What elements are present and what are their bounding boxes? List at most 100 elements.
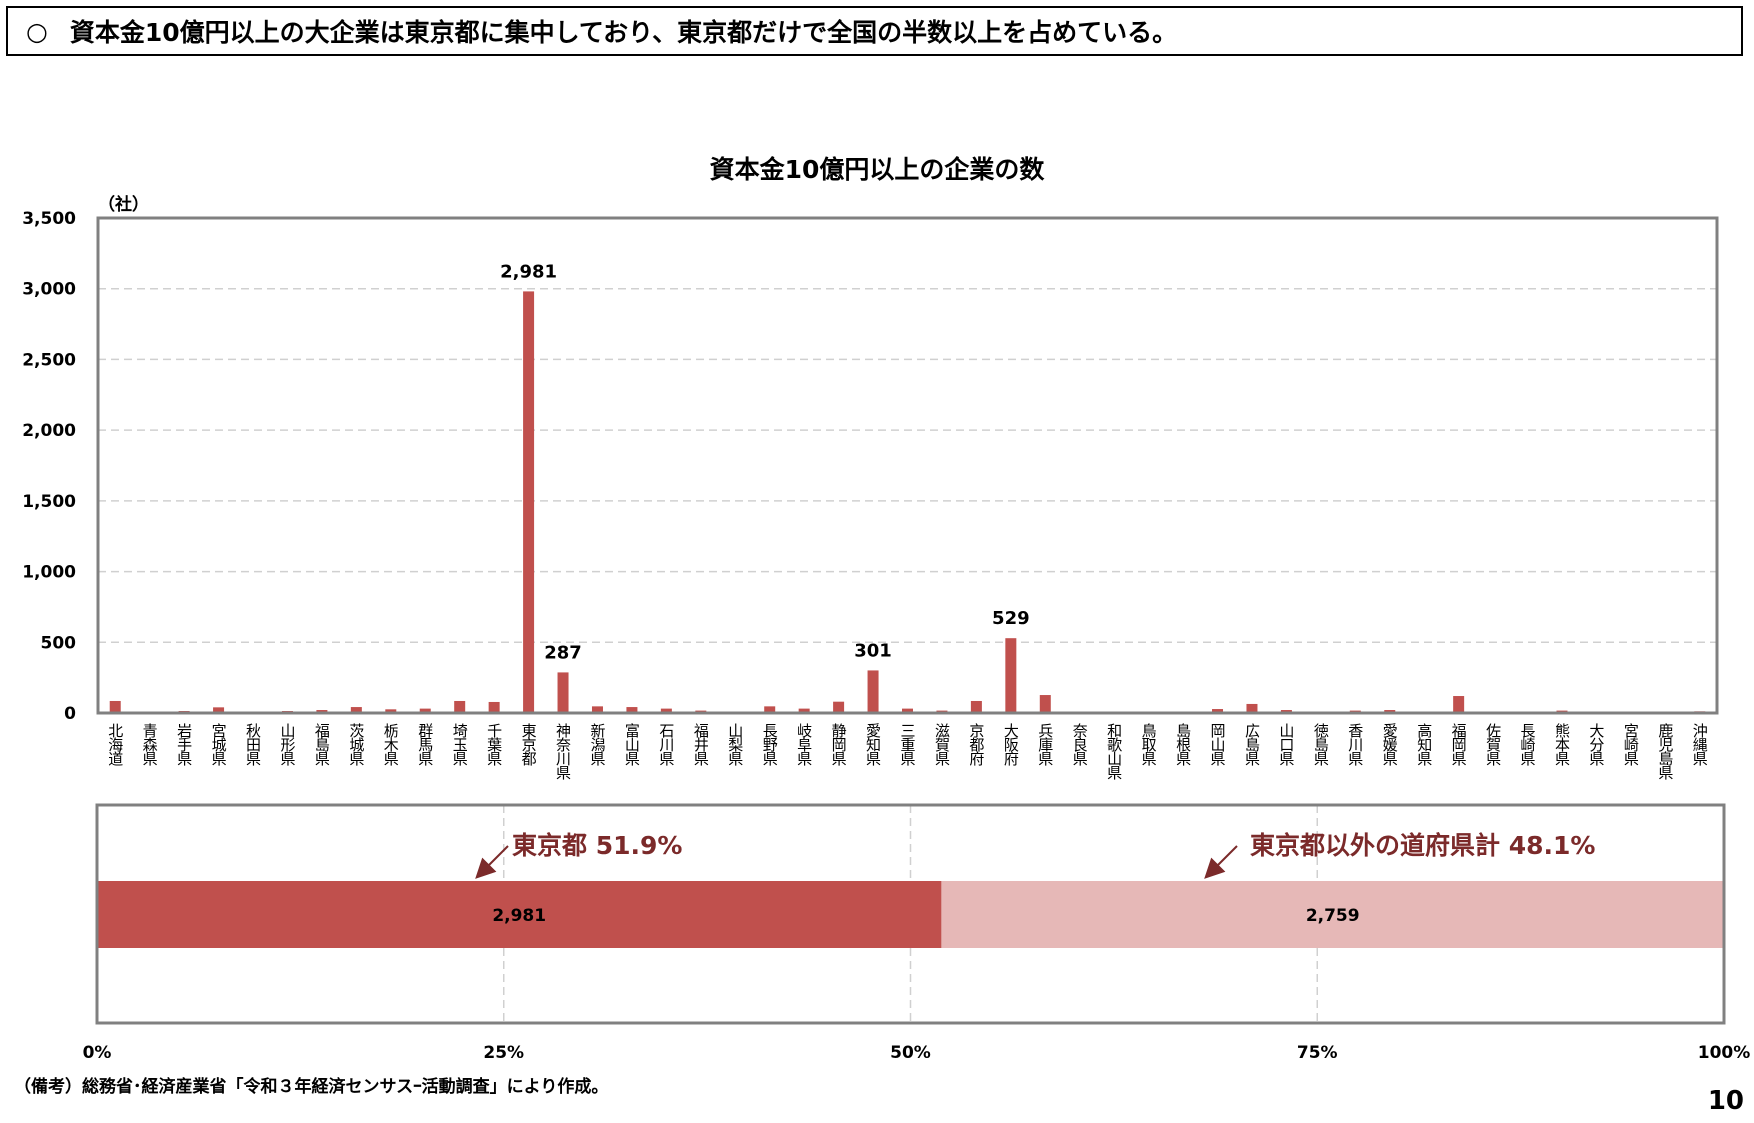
- y-tick-label: 500: [41, 633, 77, 653]
- bar: [1212, 709, 1224, 713]
- bar: [626, 707, 638, 713]
- x-tick-label: 宮城県: [210, 723, 228, 766]
- y-tick-label: 3,500: [22, 209, 76, 229]
- bar: [867, 670, 879, 713]
- x-tick-label: 長野県: [761, 723, 779, 766]
- x-tick-label: 福井県: [692, 723, 710, 766]
- x-tick-label: 愛媛県: [1381, 723, 1399, 766]
- x-tick-label: 茨城県: [347, 723, 365, 766]
- x-tick-label: 群馬県: [416, 723, 434, 766]
- bar: [1039, 695, 1051, 713]
- circle-marker: ○: [26, 16, 48, 46]
- x-tick-label: 鳥取県: [1140, 722, 1158, 766]
- bar: [557, 672, 569, 713]
- annotation-others: 東京都以外の道府県計 48.1%: [1250, 831, 1596, 860]
- data-label: 529: [992, 608, 1030, 629]
- x-tick-label: 静岡県: [830, 723, 848, 766]
- page-number: 10: [1707, 1086, 1744, 1116]
- x-tick-label: 千葉県: [485, 723, 503, 766]
- y-axis-unit: （社）: [98, 195, 149, 215]
- x-tick-label: 石川県: [657, 723, 675, 766]
- x-tick-label: 広島県: [1243, 723, 1261, 766]
- x-tick-label: 50%: [890, 1043, 931, 1063]
- y-tick-label: 1,000: [22, 563, 76, 583]
- x-tick-label: 福島県: [313, 723, 331, 766]
- bar: [1453, 696, 1465, 713]
- segment-value-label: 2,759: [1306, 906, 1360, 926]
- x-tick-label: 大分県: [1587, 723, 1605, 766]
- x-tick-label: 和歌山県: [1105, 723, 1123, 780]
- x-tick-label: 滋賀県: [933, 723, 951, 766]
- bar: [833, 701, 845, 713]
- arrow-icon: [475, 845, 509, 879]
- x-tick-label: 沖縄県: [1691, 723, 1709, 766]
- x-tick-label: 富山県: [623, 722, 641, 766]
- data-label: 301: [854, 640, 892, 661]
- data-label: 287: [544, 642, 582, 663]
- x-tick-label: 長崎県: [1519, 723, 1537, 766]
- bar: [798, 708, 810, 713]
- x-tick-label: 青森県: [141, 723, 159, 766]
- bar: [902, 708, 913, 713]
- bar: [454, 700, 466, 713]
- segment-value-label: 2,981: [492, 906, 546, 926]
- x-tick-label: 山梨県: [726, 723, 744, 766]
- x-tick-label: 大阪府: [1002, 723, 1020, 767]
- y-tick-label: 2,000: [22, 421, 76, 441]
- x-tick-label: 岩手県: [175, 723, 193, 766]
- x-tick-label: 島根県: [1174, 723, 1192, 766]
- x-tick-label: 熊本県: [1553, 723, 1571, 766]
- headline-text: 資本金10億円以上の大企業は東京都に集中しており、東京都だけで全国の半数以上を占…: [69, 18, 1178, 47]
- x-tick-label: 北海道: [106, 723, 124, 766]
- bar: [350, 707, 362, 713]
- bar: [109, 700, 121, 713]
- x-tick-label: 75%: [1297, 1043, 1338, 1063]
- y-tick-label: 3,000: [22, 280, 76, 300]
- x-tick-label: 埼玉県: [451, 723, 469, 766]
- arrow-icon: [1204, 845, 1238, 879]
- bar: [488, 701, 500, 713]
- x-tick-label: 鹿児島県: [1656, 723, 1674, 780]
- x-tick-label: 奈良県: [1071, 723, 1089, 766]
- x-tick-label: 25%: [483, 1043, 524, 1063]
- annotation-tokyo: 東京都 51.9%: [512, 831, 683, 860]
- x-tick-label: 栃木県: [382, 723, 400, 766]
- x-tick-label: 山口県: [1277, 723, 1295, 766]
- x-tick-label: 兵庫県: [1036, 723, 1054, 766]
- x-tick-label: 宮崎県: [1622, 723, 1640, 766]
- bar: [213, 707, 225, 713]
- bar: [660, 708, 672, 713]
- x-tick-label: 秋田県: [244, 723, 262, 766]
- headline-box: ○ 資本金10億円以上の大企業は東京都に集中しており、東京都だけで全国の半数以上…: [6, 6, 1743, 56]
- x-tick-label: 東京都: [520, 723, 538, 766]
- x-tick-label: 100%: [1698, 1043, 1751, 1063]
- bar: [764, 706, 776, 713]
- bar: [1005, 638, 1017, 713]
- chart-title: 資本金10億円以上の企業の数: [709, 155, 1045, 184]
- x-tick-label: 香川県: [1346, 723, 1364, 766]
- stacked-segment: [97, 881, 942, 948]
- footnote: （備考）総務省･経済産業省「令和３年経済センサスｰ活動調査」により作成。: [14, 1077, 609, 1097]
- x-tick-label: 0%: [83, 1043, 112, 1063]
- x-tick-label: 山形県: [278, 723, 296, 766]
- data-label: 2,981: [500, 261, 557, 282]
- stacked-segment: [941, 881, 1724, 948]
- bar: [591, 706, 603, 713]
- y-tick-label: 1,500: [22, 492, 76, 512]
- bar: [385, 709, 397, 713]
- x-tick-label: 高知県: [1415, 723, 1433, 766]
- bar: [970, 700, 982, 713]
- x-tick-label: 福岡県: [1450, 723, 1468, 766]
- bar: [523, 291, 535, 713]
- x-tick-label: 愛知県: [864, 723, 882, 766]
- x-tick-label: 徳島県: [1312, 723, 1330, 766]
- x-tick-label: 京都府: [967, 723, 985, 767]
- x-tick-label: 佐賀県: [1484, 723, 1502, 766]
- x-tick-label: 岐阜県: [795, 723, 813, 766]
- bar: [1246, 703, 1258, 713]
- y-tick-label: 0: [64, 704, 76, 724]
- y-tick-label: 2,500: [22, 350, 76, 370]
- x-tick-label: 岡山県: [1209, 723, 1227, 766]
- plot-frame: [96, 216, 1719, 715]
- plot-frame: [95, 803, 1726, 1025]
